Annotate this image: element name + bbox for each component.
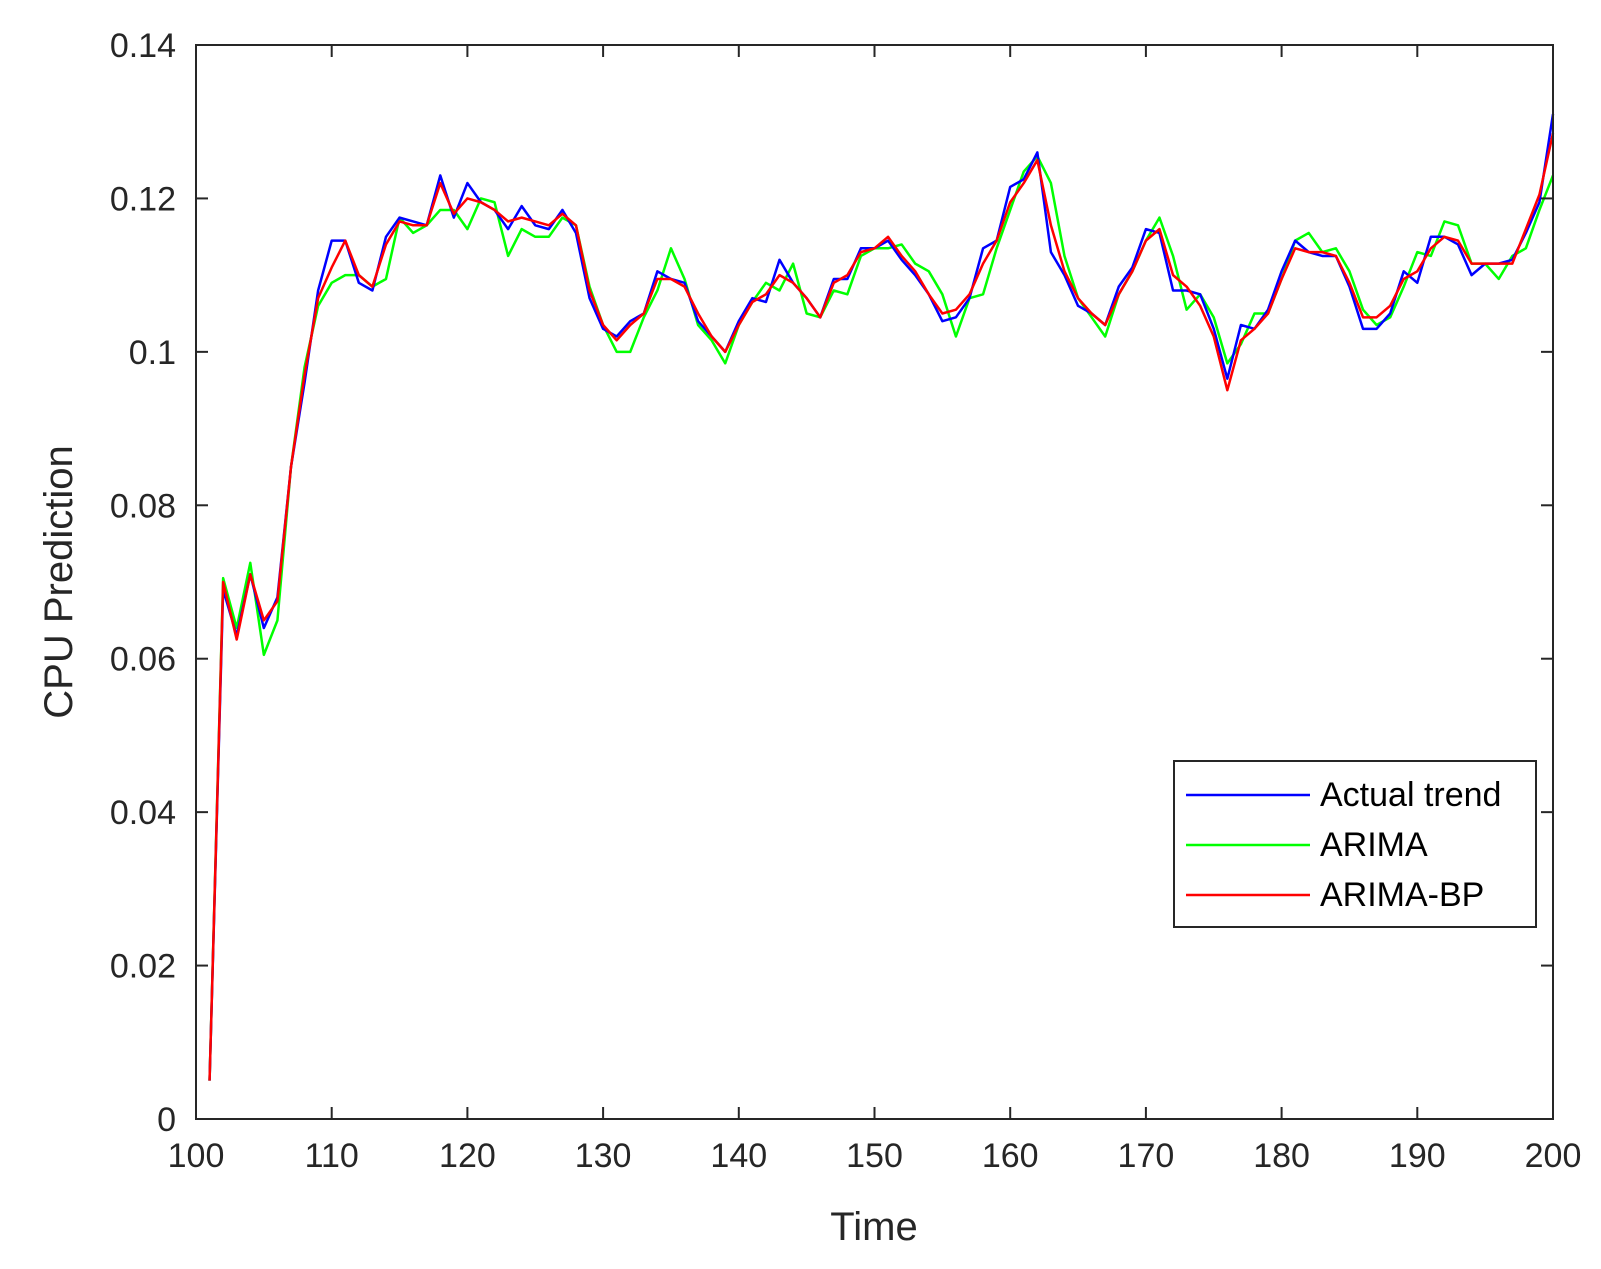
legend-label-arima: ARIMA: [1320, 826, 1428, 864]
y-tick-label: 0.06: [110, 641, 176, 679]
x-axis-label: Time: [830, 1205, 917, 1249]
x-tick-label: 110: [305, 1137, 359, 1175]
y-tick-label: 0.14: [110, 27, 176, 65]
legend-label-actual-trend: Actual trend: [1320, 776, 1501, 814]
y-tick-label: 0.04: [110, 794, 176, 832]
y-tick-label: 0.02: [110, 948, 176, 986]
series-line-arima: [208, 154, 1555, 1081]
series-line-arima-bp: [208, 132, 1555, 1081]
x-tick-label: 120: [439, 1137, 496, 1175]
x-tick-label: 130: [575, 1137, 632, 1175]
y-tick-label: 0: [157, 1101, 176, 1139]
ticks-layer: 100 110 120 130 140 150 160 170 180 190 200 0 0.02 0.…: [110, 27, 1582, 1175]
series-layer: [208, 113, 1555, 1081]
y-tick-label: 0.1: [129, 334, 176, 372]
x-tick-label: 100: [168, 1137, 225, 1175]
legend: Actual trend ARIMA ARIMA-BP: [1173, 760, 1537, 928]
x-tick-label: 190: [1389, 1137, 1446, 1175]
x-tick-label: 140: [710, 1137, 767, 1175]
x-tick-label: 150: [846, 1137, 903, 1175]
y-tick-label: 0.12: [110, 180, 176, 218]
x-tick-label: 180: [1253, 1137, 1310, 1175]
x-tick-label: 200: [1525, 1137, 1582, 1175]
x-tick-label: 160: [982, 1137, 1039, 1175]
y-axis-label: CPU Prediction: [37, 445, 81, 718]
plot-area: [196, 45, 1553, 1119]
y-tick-label: 0.08: [110, 487, 176, 525]
x-tick-label: 170: [1118, 1137, 1175, 1175]
legend-label-arima-bp: ARIMA-BP: [1320, 876, 1484, 914]
